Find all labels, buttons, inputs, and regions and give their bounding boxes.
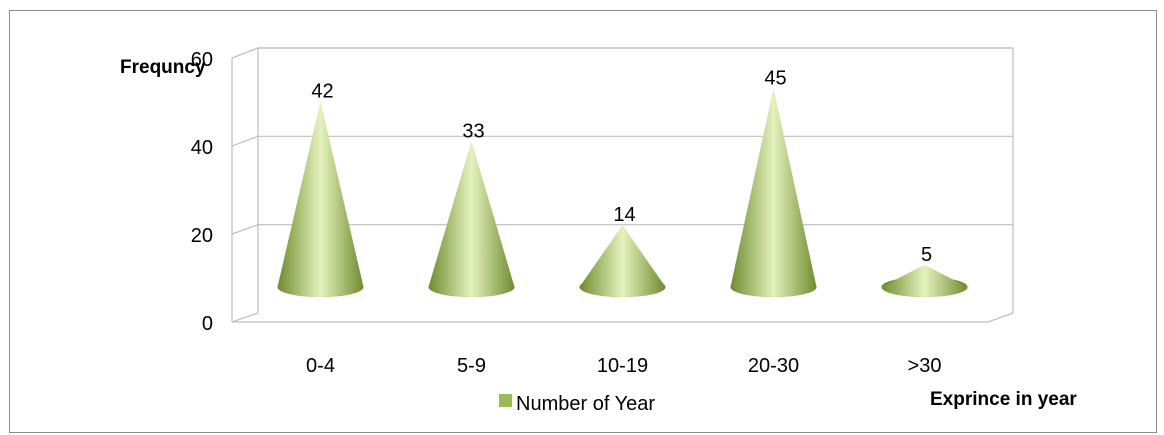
x-tick-label: >30 [908,355,942,377]
y-tick-label: 60 [191,49,213,71]
y-tick-label: 20 [191,225,213,247]
cone-0 [277,101,364,297]
x-tick-label: 0-4 [306,355,335,377]
legend-label: Number of Year [516,393,655,415]
data-label: 5 [921,244,932,266]
y-tick-label: 0 [202,313,213,335]
gridlines [231,47,1013,235]
chart-frame [9,10,1157,433]
cone-4 [881,264,968,297]
cone-2 [579,225,666,297]
cone-1 [428,141,515,297]
data-label: 14 [613,204,635,226]
floor-right [987,312,1014,323]
cone-body [277,101,364,297]
x-tick-label: 10-19 [597,355,648,377]
gridline-side [231,135,259,147]
x-tick-labels: 0-4 5-9 10-19 20-30 >30 [306,355,941,377]
y-tick-labels: 0 20 40 60 [191,49,213,335]
cone-3 [730,88,817,297]
data-label: 42 [311,81,333,103]
cone-body [428,141,515,297]
cones: 42 33 14 45 5 [277,67,968,297]
cone-body [881,264,968,297]
x-tick-label: 20-30 [748,355,799,377]
gridline-side [231,224,259,235]
y-tick-label: 40 [191,137,213,159]
gridline-side [231,47,259,59]
data-label: 33 [462,120,484,142]
legend-swatch [499,394,512,407]
floor-left [231,312,259,323]
cone-body [579,225,666,297]
data-label: 45 [764,67,786,89]
cone-body [730,88,817,297]
x-axis-title: Exprince in year [930,389,1077,410]
legend: Number of Year [499,393,655,415]
x-tick-label: 5-9 [457,355,486,377]
y-axis-title: Frequncy [120,57,206,78]
